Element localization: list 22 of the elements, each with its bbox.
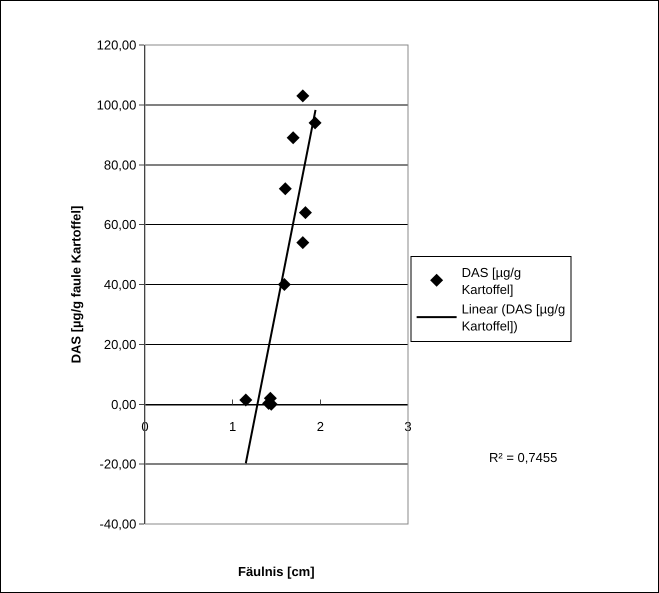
point bbox=[286, 131, 300, 144]
y-axis-title: DAS [µg/g faule Kartoffel] bbox=[68, 206, 84, 364]
y-tick-label: 40,00 bbox=[104, 277, 136, 292]
point bbox=[239, 394, 252, 407]
y-tick-label: 100,00 bbox=[96, 97, 136, 112]
y-tick-label: 120,00 bbox=[96, 38, 136, 53]
text: R² = 0,7455 bbox=[489, 450, 558, 465]
point bbox=[296, 236, 310, 250]
legend-label: DAS [µg/g Kartoffel] bbox=[462, 264, 522, 297]
y-tick-label: 20,00 bbox=[104, 336, 136, 352]
y-tick-label: 60,00 bbox=[104, 217, 136, 232]
x-tick-label: 2 bbox=[316, 418, 324, 434]
y-tick-label: -40,00 bbox=[100, 516, 136, 532]
y-tick-label: 80,00 bbox=[104, 157, 136, 172]
y-tick-label: 0,00 bbox=[111, 396, 136, 412]
point bbox=[298, 206, 312, 220]
y-tick-label: -20,00 bbox=[100, 456, 136, 472]
legend-label: Linear (DAS [µg/g Kartoffel]) bbox=[462, 302, 566, 334]
x-axis-title: Fäulnis [cm] bbox=[238, 564, 315, 579]
point bbox=[278, 182, 292, 196]
point bbox=[296, 89, 310, 102]
x-tick-label: 1 bbox=[229, 418, 236, 434]
